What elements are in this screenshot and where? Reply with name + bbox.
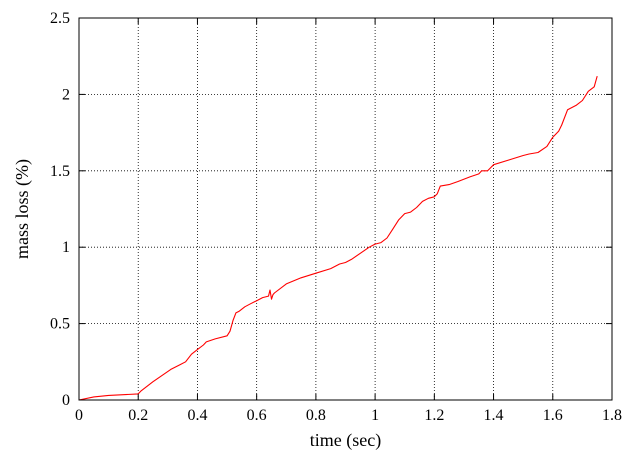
x-tick-label: 0.6 [247,407,267,424]
x-tick-label: 0.8 [306,407,326,424]
series-layer [78,75,598,401]
y-axis-label: mass loss (%) [12,159,33,259]
x-tick-label: 0.4 [187,407,207,424]
x-tick-label: 0.2 [128,407,148,424]
y-tick-label: 1 [62,239,70,256]
y-tick-label: 1.5 [50,163,70,180]
x-tick-label: 1.6 [543,407,563,424]
x-tick-label: 0 [75,407,83,424]
y-tick-label: 2 [62,86,70,103]
axis-ticks: 0 0.2 0.4 0.6 0.8 1 1.2 1.4 1.6 1.8 0 0.5 1 1.5 2 2.5 [50,10,622,424]
plot-frame [78,17,613,401]
series-line [78,75,598,401]
y-tick-label: 2.5 [50,10,70,27]
x-tick-label: 1.2 [424,407,444,424]
x-tick-label: 1.8 [602,407,622,424]
x-axis-label: time (sec) [310,430,381,451]
y-tick-label: 0 [62,392,70,409]
grid-lines [79,18,612,400]
x-tick-label: 1 [371,407,379,424]
x-tick-label: 1.4 [484,407,504,424]
y-tick-label: 0.5 [50,316,70,333]
